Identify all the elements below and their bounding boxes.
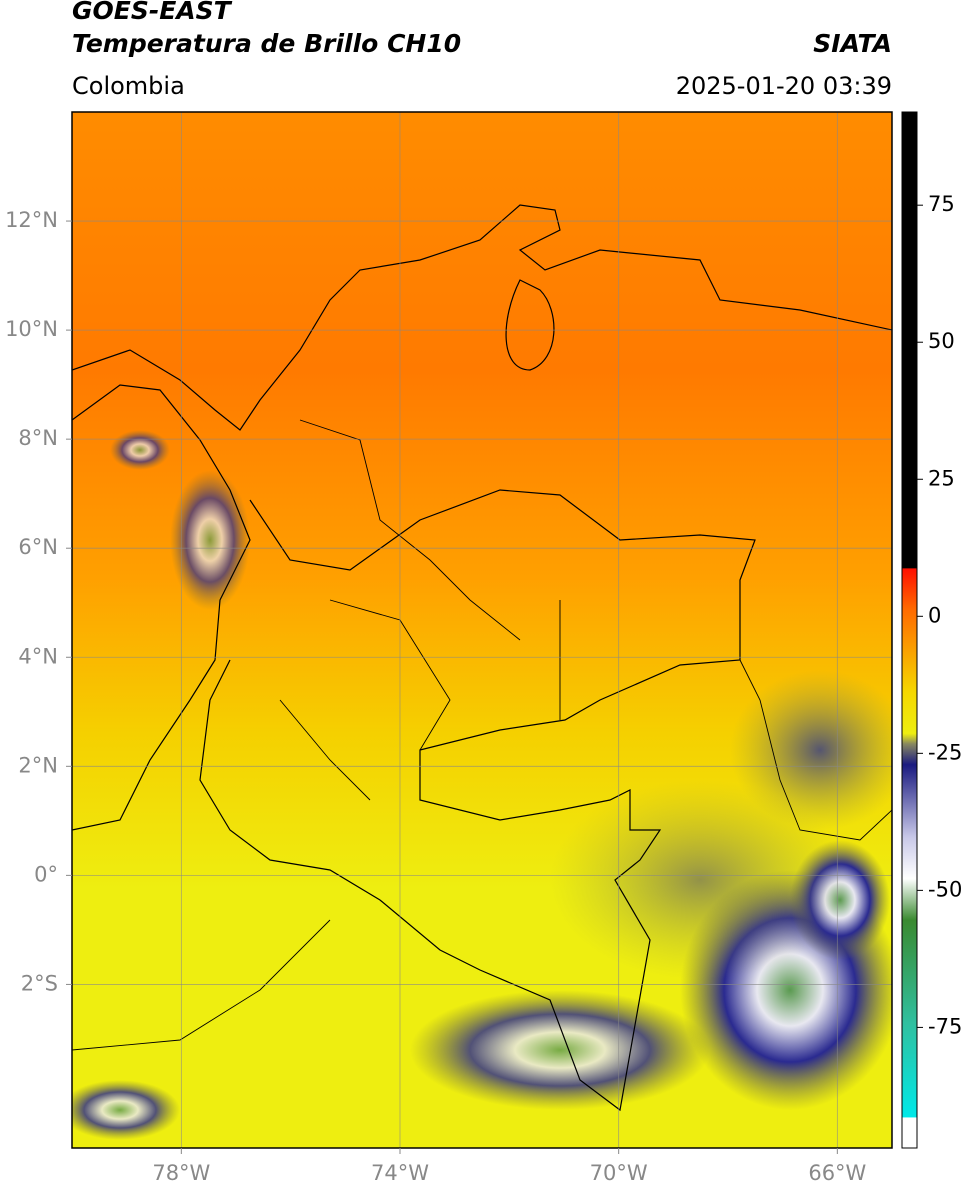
colorbar-tick-label: 0	[928, 603, 941, 627]
map-frame	[71, 111, 893, 1149]
map-image	[72, 112, 892, 1148]
x-tick-label: 74°W	[371, 1161, 429, 1185]
title: GOES-EAST	[72, 0, 233, 25]
y-tick-label: 2°S	[21, 971, 58, 995]
grid	[72, 112, 892, 1148]
y-tick-label: 0°	[34, 862, 58, 886]
colorbar-tick-label: -50	[928, 877, 962, 901]
source: SIATA	[813, 29, 892, 58]
y-tick-label: 6°N	[18, 535, 58, 559]
colorbar-tick-label: -75	[928, 1014, 962, 1038]
colorbar-tick-label: 25	[928, 466, 955, 490]
x-tick-label: 78°W	[152, 1161, 210, 1185]
region: Colombia	[72, 72, 185, 100]
x-tick-label: 66°W	[808, 1161, 866, 1185]
subtitle: Temperatura de Brillo CH10	[72, 29, 461, 58]
y-tick-label: 4°N	[18, 644, 58, 668]
y-tick-label: 12°N	[5, 208, 58, 232]
colorbar	[901, 111, 918, 1149]
timestamp: 2025-01-20 03:39	[676, 72, 892, 100]
x-tick-label: 70°W	[590, 1161, 648, 1185]
y-tick-label: 8°N	[18, 426, 58, 450]
colorbar-tick-label: 50	[928, 329, 955, 353]
colorbar-tick-label: -25	[928, 740, 962, 764]
colorbar-tick-label: 75	[928, 192, 955, 216]
y-tick-label: 2°N	[18, 753, 58, 777]
y-tick-label: 10°N	[5, 317, 58, 341]
